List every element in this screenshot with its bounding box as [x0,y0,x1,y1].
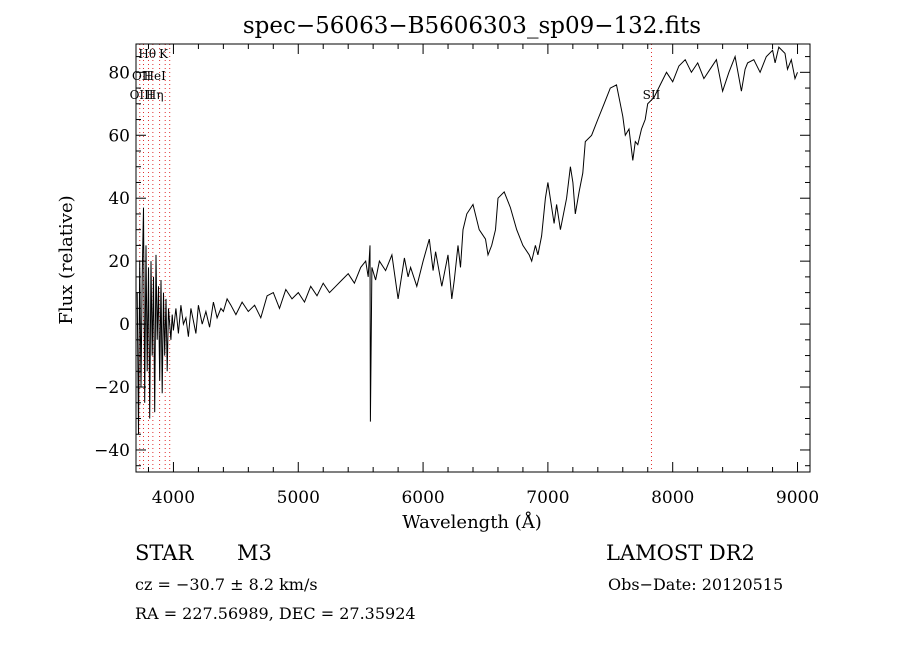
chart-title: spec−56063−B5606303_sp09−132.fits [243,13,701,39]
y-axis: −40 −20 0 20 40 60 80 [94,56,810,467]
obs-date: Obs−Date: 20120515 [608,575,784,594]
x-tick-label: 7000 [526,488,569,508]
ra-dec: RA = 227.56989, DEC = 27.35924 [135,604,416,623]
y-tick-label: 80 [108,63,130,83]
x-tick-label: 9000 [776,488,819,508]
x-tick-label: 6000 [401,488,444,508]
line-label-0: Hθ [138,47,156,61]
spectrum-line [136,46,798,435]
x-tick-label: 8000 [651,488,694,508]
redshift-cz: cz = −30.7 ± 8.2 km/s [135,575,318,594]
y-tick-label: −20 [94,378,130,398]
marker-lines [139,44,652,472]
y-tick-label: 60 [108,126,130,146]
survey-name: LAMOST DR2 [606,541,755,565]
line-label-1: K [159,47,169,61]
y-axis-label: Flux (relative) [56,195,77,324]
y-tick-label: 20 [108,252,130,272]
x-tick-label: 5000 [277,488,320,508]
line-label-6: SII [643,88,661,102]
x-axis: 4000 5000 6000 7000 8000 9000 [147,44,819,508]
line-label-3: HeI [144,69,167,83]
y-tick-label: 40 [108,189,130,209]
object-subclass: M3 [237,541,272,565]
y-tick-label: 0 [119,315,130,335]
x-axis-label: Wavelength (Å) [402,511,542,533]
line-label-5: Hη [146,88,164,102]
object-type: STAR [135,541,194,565]
x-tick-label: 4000 [152,488,195,508]
y-tick-label: −40 [94,441,130,461]
plot-frame [135,43,811,473]
